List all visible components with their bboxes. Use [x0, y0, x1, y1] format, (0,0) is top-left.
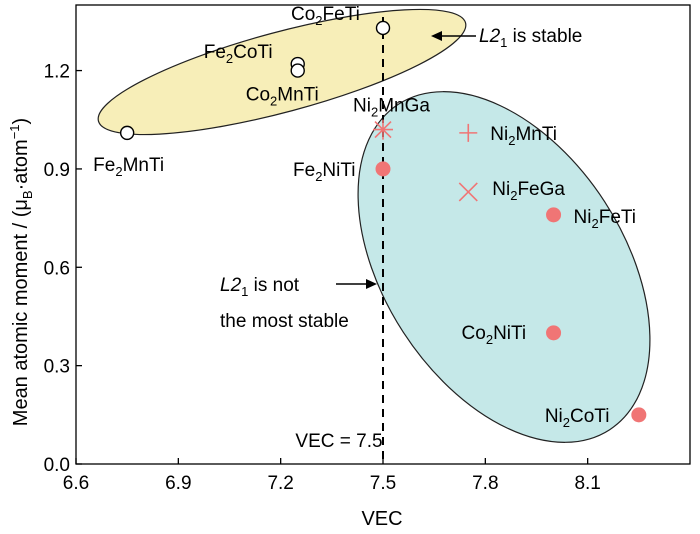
- y-tick-label: 1.2: [44, 62, 70, 83]
- point-label: Co2FeTi: [291, 4, 360, 28]
- x-axis-ticks: 6.6 6.9 7.2 7.5 7.8 8.1: [63, 458, 601, 494]
- point-label: Co2NiTi: [462, 323, 527, 347]
- data-point: [631, 407, 647, 423]
- x-tick-label: 8.1: [574, 473, 600, 494]
- y-axis-title: Mean atomic moment / (μB·atom−1): [7, 118, 35, 426]
- data-point: [119, 125, 135, 141]
- annotation-stable: L21 is stable: [431, 26, 582, 50]
- x-tick-label: 7.2: [267, 473, 293, 494]
- point-label: Ni2FeGa: [492, 179, 565, 203]
- point-label: Co2MnTi: [246, 85, 319, 109]
- point-labels-layer: Fe2MnTi Fe2CoTi Co2MnTi Co2FeTi Ni2MnGa Ni2Mn…: [93, 4, 636, 430]
- annotation-not-stable-arrowhead: [366, 279, 377, 289]
- annotation-not-stable-text-line2: the most stable: [220, 311, 349, 332]
- data-point: [375, 20, 391, 36]
- data-points-layer: [119, 20, 647, 423]
- point-label: Fe2MnTi: [93, 155, 164, 179]
- y-tick-label: 0.9: [44, 160, 70, 181]
- vline-label: VEC = 7.5: [295, 431, 382, 452]
- data-point: [373, 119, 393, 140]
- data-point: [546, 207, 562, 223]
- annotation-stable-arrowhead: [431, 31, 442, 41]
- y-tick-label: 0.0: [44, 455, 70, 476]
- point-label: Ni2FeTi: [574, 207, 636, 231]
- x-axis-title: VEC: [361, 508, 402, 530]
- region-not-most-stable-ellipse: [357, 91, 651, 443]
- data-point: [290, 63, 305, 78]
- x-tick-label: 7.8: [472, 473, 498, 494]
- point-label: Fe2NiTi: [293, 160, 356, 184]
- data-point: [459, 123, 478, 142]
- y-axis-ticks: 0.0 0.3 0.6 0.9 1.2: [44, 62, 82, 476]
- y-tick-label: 0.3: [44, 357, 70, 378]
- data-point: [546, 325, 562, 341]
- y-tick-label: 0.6: [44, 258, 70, 279]
- regions-layer: [97, 8, 651, 443]
- x-tick-label: 7.5: [370, 473, 396, 494]
- annotation-not-most-stable: L21 is not the most stable: [220, 275, 377, 332]
- x-tick-label: 6.6: [63, 473, 89, 494]
- data-point: [458, 182, 478, 202]
- x-tick-label: 6.9: [165, 473, 191, 494]
- data-point: [375, 161, 391, 177]
- point-label: Ni2CoTi: [545, 406, 610, 430]
- point-label: Ni2MnGa: [353, 96, 430, 120]
- annotation-not-stable-text-line1: L21 is not: [220, 275, 300, 299]
- region-stable-ellipse: [97, 8, 467, 136]
- point-label: Ni2MnTi: [490, 124, 557, 148]
- point-label: Fe2CoTi: [204, 42, 273, 66]
- annotation-stable-text: L21 is stable: [479, 26, 582, 50]
